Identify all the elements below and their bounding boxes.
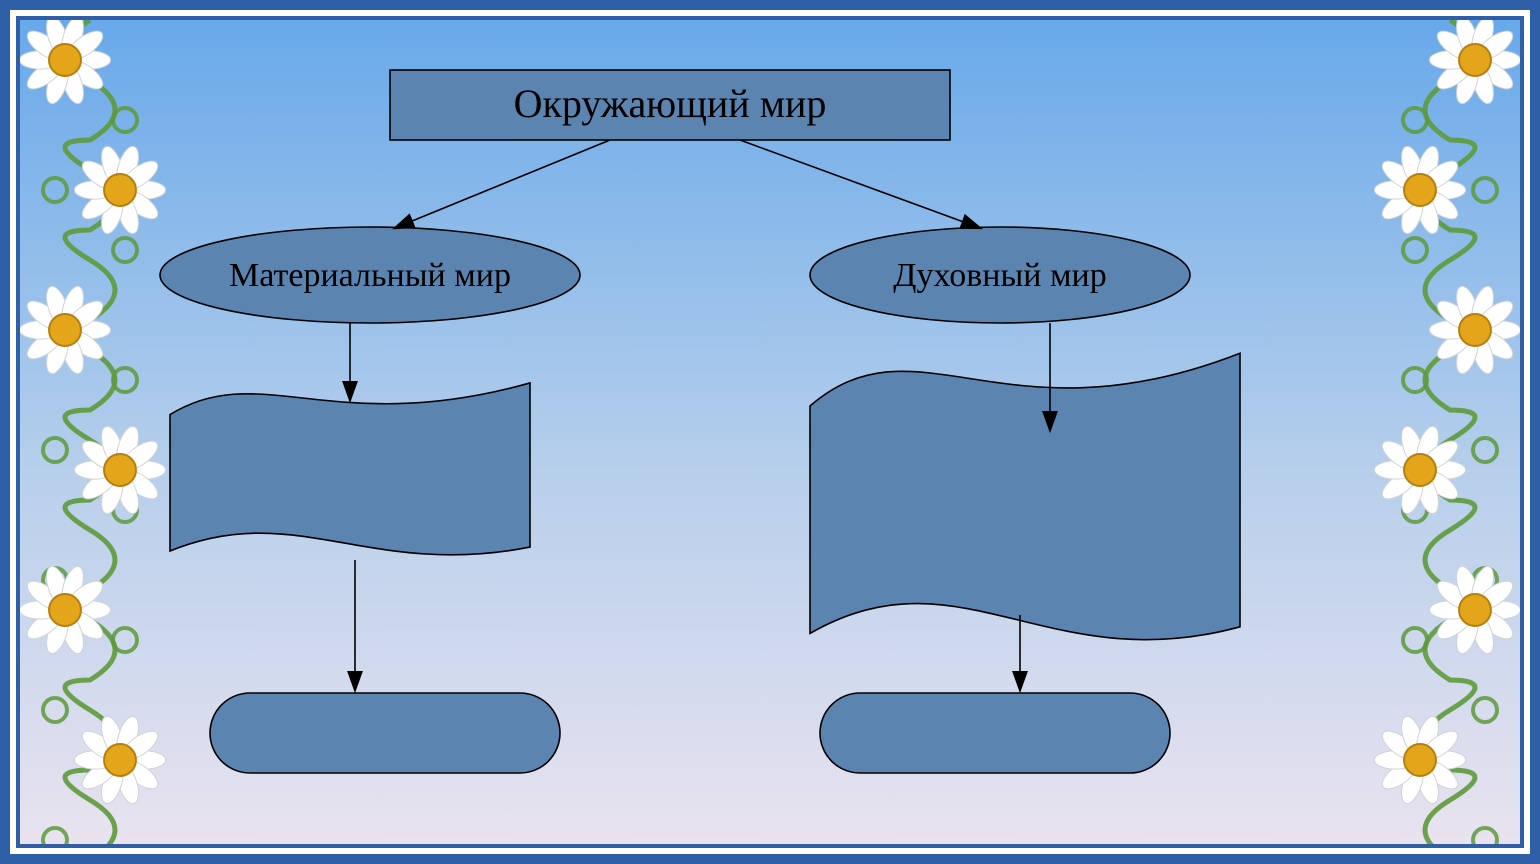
slide-root: Окружающий мирМатериальный мирДуховный м… bbox=[0, 0, 1540, 864]
inner-frame bbox=[16, 16, 1524, 848]
